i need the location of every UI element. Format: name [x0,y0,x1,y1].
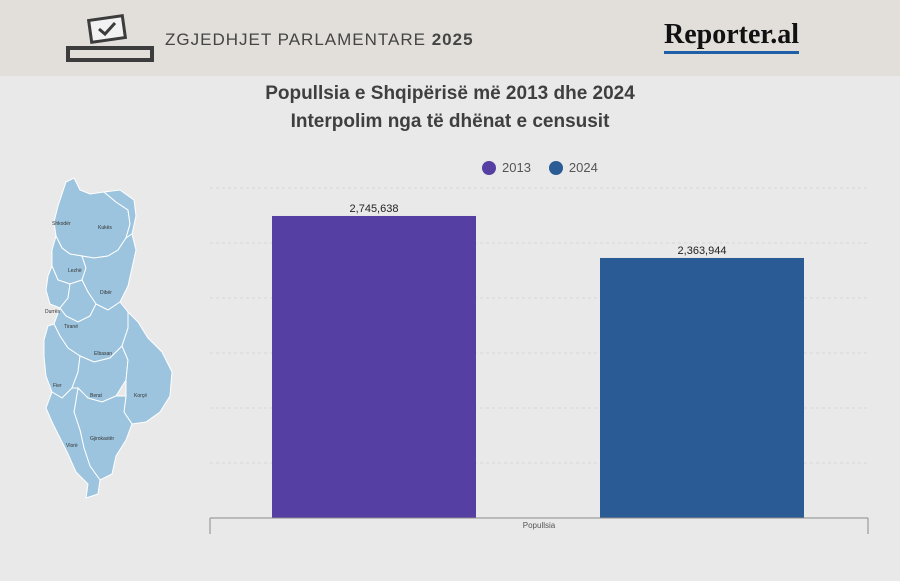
map-label-durres: Durrës [45,309,61,315]
map-label-tirane: Tiranë [64,324,78,330]
brand-logo[interactable]: Reporter.al [664,20,800,54]
legend-marker-2024 [548,160,563,175]
legend-marker-2013 [482,160,496,175]
data-label-2013: 2,745,638 [350,203,399,215]
chart-subtitle: Interpolim nga të dhënat e censusit [290,111,610,132]
map-label-shkoder: Shkodër [52,221,71,227]
bar-2024[interactable] [600,257,804,518]
map-label-fier: Fier [53,383,62,389]
header-year: 2025 [431,30,474,49]
map-label-kukes: Kukës [98,225,112,231]
header-title-text: ZGJEDHJET PARLAMENTARE [165,30,426,49]
legend-item-2024[interactable]: 2024 [548,160,598,175]
bar-2013[interactable] [272,215,476,519]
map-region-vlore [45,387,101,499]
map-label-elbasan: Elbasan [94,351,112,357]
legend-label-2024: 2024 [568,160,598,175]
data-label-2024: 2,363,944 [678,245,727,257]
map-label-gjirokaster: Gjirokastër [90,436,115,442]
chart-title-block: Popullsia e Shqipërisë më 2013 dhe 2024 … [0,80,900,136]
chart-bars [272,215,804,519]
map-label-berat: Berat [90,393,103,399]
header-title: ZGJEDHJET PARLAMENTARE 2025 [165,30,474,50]
map-label-diber: Dibër [100,290,112,296]
chart-title: Popullsia e Shqipërisë më 2013 dhe 2024 [265,83,635,104]
legend-item-2013[interactable]: 2013 [482,160,531,175]
chart-data-labels: 2,745,638 2,363,944 [350,203,727,257]
map-label-lezhe: Lezhë [68,268,82,274]
header-bar: ZGJEDHJET PARLAMENTARE 2025 Reporter.al [0,0,900,76]
legend-label-2013: 2013 [502,160,531,175]
map-label-vlore: Vlorë [66,443,78,449]
albania-map: Shkodër Kukës Lezhë Dibër Durrës Tiranë … [43,177,173,499]
map-label-korce: Korçë [134,393,147,399]
chart-legend: 2013 2024 [482,160,616,175]
map-region-korce [121,310,173,425]
ballot-box-icon [66,14,154,62]
x-axis-category-label: Popullsia [523,521,556,530]
